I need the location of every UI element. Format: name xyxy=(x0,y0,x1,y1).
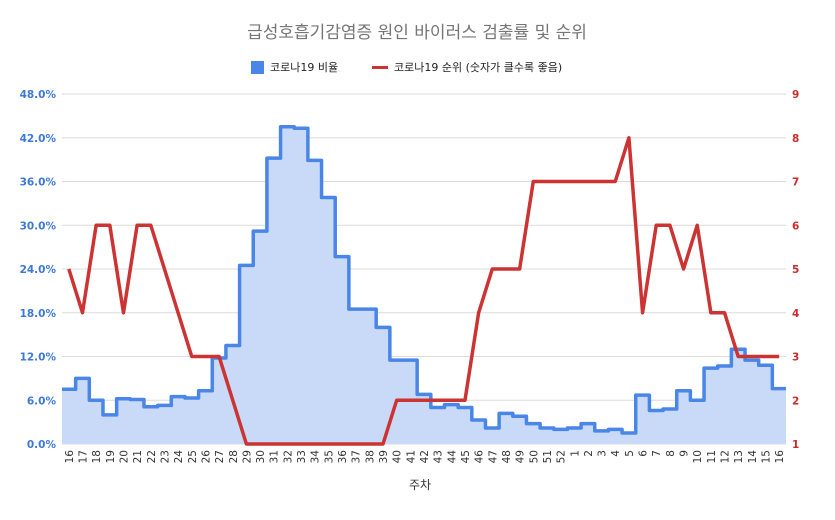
x-tick-label: 13 xyxy=(733,450,745,463)
x-tick-label: 16 xyxy=(774,450,786,464)
left-axis-ticks: 0.0% 6.0% 12.0% 18.0% 24.0% 30.0% 36.0% 42.0% 48… xyxy=(20,89,57,451)
x-tick-label: 28 xyxy=(228,450,240,463)
left-tick-label: 24.0% xyxy=(20,264,57,276)
x-tick-label: 6 xyxy=(638,450,650,457)
x-tick-label: 50 xyxy=(528,450,540,463)
x-tick-label: 5 xyxy=(624,450,636,457)
right-tick-label: 6 xyxy=(792,220,799,232)
x-tick-label: 44 xyxy=(446,450,458,464)
x-tick-label: 42 xyxy=(419,450,431,463)
left-tick-label: 30.0% xyxy=(20,220,57,232)
x-tick-label: 21 xyxy=(132,450,144,463)
x-tick-label: 51 xyxy=(542,450,554,463)
x-tick-label: 27 xyxy=(214,450,226,463)
x-tick-label: 3 xyxy=(597,450,609,457)
x-tick-label: 52 xyxy=(556,450,568,463)
left-tick-label: 36.0% xyxy=(20,177,57,189)
right-tick-label: 3 xyxy=(792,352,799,364)
x-tick-label: 40 xyxy=(392,450,404,463)
ratio-area-fill xyxy=(62,126,786,444)
ratio-step-line xyxy=(62,125,786,435)
left-tick-label: 18.0% xyxy=(20,308,57,320)
x-tick-label: 23 xyxy=(159,450,171,463)
x-tick-label: 38 xyxy=(364,450,376,463)
right-tick-label: 5 xyxy=(792,264,799,276)
right-tick-label: 1 xyxy=(792,439,799,451)
x-tick-label: 15 xyxy=(761,450,773,463)
x-tick-label: 29 xyxy=(241,450,253,463)
x-tick-label: 48 xyxy=(501,450,513,463)
x-tick-label: 49 xyxy=(515,450,527,463)
right-tick-label: 2 xyxy=(792,395,799,407)
x-tick-label: 17 xyxy=(77,450,89,463)
x-tick-label: 1 xyxy=(569,450,581,457)
x-tick-label: 41 xyxy=(405,450,417,463)
x-tick-label: 35 xyxy=(323,450,335,463)
x-tick-label: 32 xyxy=(282,450,294,463)
x-tick-label: 26 xyxy=(200,450,212,464)
x-axis-label: 주차 xyxy=(409,478,431,492)
right-tick-label: 9 xyxy=(792,89,799,101)
right-tick-label: 4 xyxy=(792,308,799,320)
x-tick-label: 47 xyxy=(487,450,499,463)
x-tick-label: 36 xyxy=(337,450,349,464)
right-tick-label: 7 xyxy=(792,177,799,189)
x-tick-label: 22 xyxy=(146,450,158,463)
chart-title: 급성호흡기감염증 원인 바이러스 검출률 및 순위 xyxy=(247,23,587,43)
x-tick-label: 12 xyxy=(720,450,732,463)
x-tick-label: 30 xyxy=(255,450,267,463)
x-tick-label: 37 xyxy=(351,450,363,463)
left-tick-label: 42.0% xyxy=(20,133,57,145)
rank-series xyxy=(67,136,780,446)
x-tick-label: 20 xyxy=(118,450,130,463)
left-tick-label: 48.0% xyxy=(20,89,57,101)
x-tick-label: 24 xyxy=(173,450,185,464)
x-tick-label: 33 xyxy=(296,450,308,463)
x-tick-label: 2 xyxy=(583,450,595,457)
x-tick-label: 9 xyxy=(679,450,691,457)
x-axis-ticks: 16 17 18 19 20 21 22 23 24 25 26 27 28 29 30 31 32 33 34 35… xyxy=(64,450,786,464)
x-tick-label: 10 xyxy=(692,450,704,463)
x-tick-label: 46 xyxy=(474,450,486,464)
x-tick-label: 16 xyxy=(64,450,76,464)
legend-swatch-rank xyxy=(372,66,388,69)
x-tick-label: 18 xyxy=(91,450,103,463)
x-tick-label: 31 xyxy=(269,450,281,463)
x-tick-label: 43 xyxy=(433,450,445,463)
legend-label-rank: 코로나19 순위 (숫자가 클수록 좋음) xyxy=(394,61,562,74)
x-tick-label: 25 xyxy=(187,450,199,463)
left-tick-label: 12.0% xyxy=(20,352,57,364)
x-tick-label: 39 xyxy=(378,450,390,463)
x-tick-label: 45 xyxy=(460,450,472,463)
x-tick-label: 14 xyxy=(747,450,759,464)
legend-swatch-ratio xyxy=(251,61,264,74)
left-tick-label: 0.0% xyxy=(27,439,57,451)
x-tick-label: 34 xyxy=(310,450,322,464)
right-tick-label: 8 xyxy=(792,133,799,145)
right-axis-ticks: 1 2 3 4 5 6 7 8 9 xyxy=(792,89,799,451)
x-tick-label: 7 xyxy=(651,450,663,457)
x-tick-label: 11 xyxy=(706,450,718,463)
left-tick-label: 6.0% xyxy=(27,395,57,407)
x-tick-label: 8 xyxy=(665,450,677,457)
x-tick-label: 4 xyxy=(610,450,622,457)
legend: 코로나19 비율 코로나19 순위 (숫자가 클수록 좋음) xyxy=(251,61,562,74)
rank-line xyxy=(67,136,780,446)
x-tick-label: 19 xyxy=(105,450,117,463)
legend-label-ratio: 코로나19 비율 xyxy=(270,61,338,74)
